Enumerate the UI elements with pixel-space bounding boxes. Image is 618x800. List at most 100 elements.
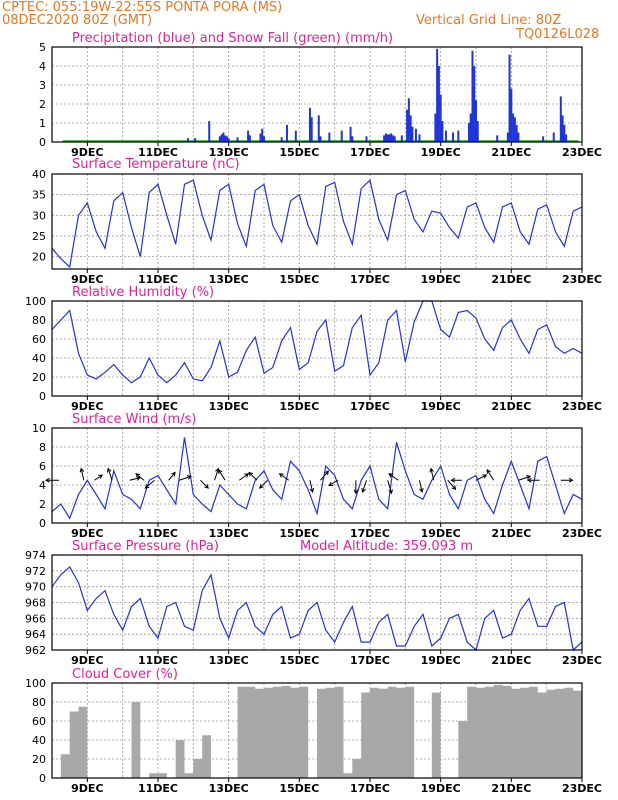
cloud-x-tick-label: 19DEC	[421, 782, 461, 795]
wind-arrow-head	[450, 477, 456, 483]
precip-bar	[317, 115, 320, 142]
temp-x-tick-label: 23DEC	[562, 273, 602, 286]
cloud-x-tick-label: 11DEC	[138, 782, 178, 795]
precip-bar	[351, 136, 354, 142]
wind-arrow-head	[218, 468, 223, 474]
model-altitude: Model Altitude: 359.093 m	[300, 539, 473, 554]
precip-y-tick-label: 4	[39, 60, 46, 73]
temp-y-tick-label: 25	[32, 230, 46, 243]
rh-y-tick-label: 20	[32, 371, 46, 384]
wind-arrow-head	[278, 473, 284, 478]
precip-bar	[280, 137, 283, 142]
rh-x-tick-label: 15DEC	[279, 400, 319, 413]
wind-x-tick-label: 23DEC	[562, 527, 602, 540]
wind-arrow-head	[328, 481, 334, 486]
wind-direction-arrow	[145, 479, 155, 489]
wind-arrow-head	[568, 477, 574, 483]
precip-bar	[393, 136, 396, 142]
wind-arrow-head	[388, 473, 394, 478]
wind-arrow-head	[353, 489, 359, 495]
pressure-x-tick-label: 9DEC	[71, 654, 103, 667]
precip-bar	[365, 136, 368, 142]
wind-direction-arrow	[248, 472, 258, 481]
precip-bar	[319, 136, 322, 142]
wind-y-tick-label: 0	[39, 517, 46, 530]
precip-bar	[444, 130, 447, 142]
pressure-y-tick-label: 964	[25, 628, 46, 641]
header-run-time: 08DEC2020 80Z (GMT)	[2, 13, 153, 28]
wind-direction-arrow	[362, 480, 367, 493]
wind-direction-arrow	[107, 468, 113, 481]
precip-bar	[561, 115, 564, 142]
pressure-panel-title: Surface Pressure (hPa)	[72, 539, 219, 554]
precip-x-tick-label: 23DEC	[562, 146, 602, 159]
precip-bar	[187, 138, 190, 142]
precip-bar	[437, 66, 440, 142]
precip-bar	[496, 135, 499, 142]
wind-x-tick-label: 13DEC	[209, 527, 249, 540]
wind-direction-arrow	[418, 480, 423, 493]
wind-direction-arrow	[80, 468, 85, 481]
rh-y-tick-label: 100	[25, 295, 46, 308]
wind-arrow-head	[45, 477, 50, 483]
precip-bar	[552, 132, 555, 142]
precip-bar	[473, 66, 476, 142]
rh-panel-title: Relative Humidity (%)	[72, 285, 214, 300]
wind-direction-arrow	[200, 479, 209, 489]
precip-bar	[406, 109, 409, 142]
pressure-y-tick-label: 968	[25, 597, 46, 610]
precip-bar	[388, 134, 391, 142]
rh-x-tick-label: 9DEC	[71, 400, 103, 413]
pressure-y-tick-label: 966	[25, 612, 46, 625]
precip-y-tick-label: 2	[39, 98, 46, 111]
rh-series-line	[51, 300, 583, 384]
cloud-x-tick-label: 23DEC	[562, 782, 602, 795]
precip-bar	[457, 130, 460, 142]
wind-arrow-head	[419, 487, 424, 493]
precip-y-tick-label: 0	[39, 136, 46, 149]
precip-bar	[248, 135, 251, 142]
precip-bar	[247, 130, 250, 142]
wind-arrow-head	[144, 484, 150, 489]
wind-direction-arrow	[218, 469, 226, 481]
wind-direction-arrow	[179, 475, 192, 481]
wind-direction-arrow	[430, 468, 435, 481]
wind-direction-arrow	[214, 468, 219, 481]
cloud-x-tick-label: 17DEC	[350, 782, 390, 795]
precip-bar	[391, 135, 394, 142]
wind-arrow-head	[429, 467, 435, 473]
pressure-y-tick-label: 972	[25, 565, 46, 578]
cloud-x-tick-label: 21DEC	[491, 782, 531, 795]
precip-y-tick-label: 1	[39, 117, 46, 130]
rh-panel: 0 20 40 60 80 100 9DEC 11DEC 13DEC 15DEC 17DEC 19DE…	[25, 295, 602, 413]
precip-bar	[220, 134, 223, 142]
precip-bar	[510, 88, 513, 142]
temp-x-tick-label: 11DEC	[138, 273, 178, 286]
rh-y-tick-label: 0	[39, 390, 46, 403]
precip-bar	[467, 123, 470, 142]
precip-bar	[471, 50, 474, 142]
temp-x-tick-label: 21DEC	[491, 273, 531, 286]
precip-bar	[407, 98, 410, 142]
pressure-x-tick-label: 23DEC	[562, 654, 602, 667]
rh-frame	[51, 300, 583, 397]
header-location: CPTEC: 055:19W-22:55S PONTA PORA (MS)	[2, 0, 283, 15]
precip-bar	[506, 132, 509, 142]
precip-bar	[294, 130, 297, 142]
wind-arrow-head	[526, 477, 532, 483]
temp-y-tick-label: 40	[32, 168, 46, 181]
wind-y-tick-label: 8	[39, 441, 46, 454]
precip-panel-title: Precipitation (blue) and Snow Fall (gree…	[72, 31, 393, 46]
wind-direction-arrow	[279, 473, 290, 481]
wind-direction-arrow	[447, 479, 456, 490]
temp-series-line	[51, 179, 583, 269]
wind-arrow-head	[388, 489, 393, 495]
wind-arrow-head	[451, 485, 457, 491]
wind-x-tick-label: 15DEC	[279, 527, 319, 540]
pressure-x-tick-label: 17DEC	[350, 654, 390, 667]
wind-arrow-head	[258, 484, 264, 489]
rh-x-tick-label: 21DEC	[491, 400, 531, 413]
temp-x-tick-label: 17DEC	[350, 273, 390, 286]
precip-x-tick-label: 17DEC	[350, 146, 390, 159]
